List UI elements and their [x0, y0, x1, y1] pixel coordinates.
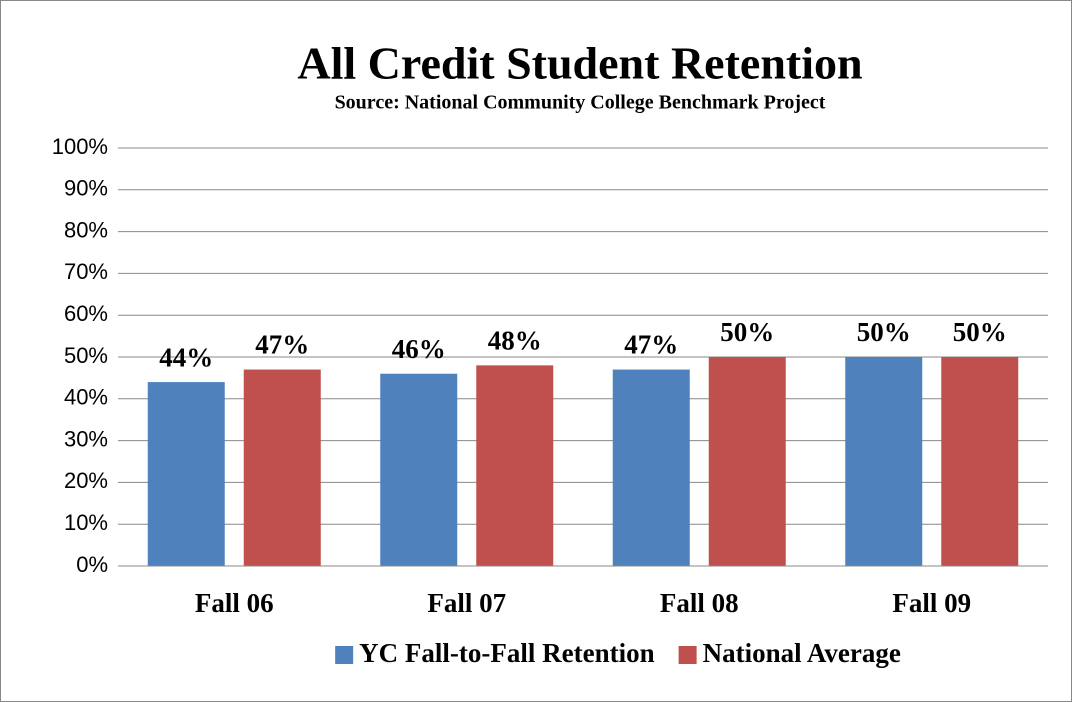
x-tick-label: Fall 06	[195, 588, 274, 618]
y-tick-label: 20%	[64, 468, 108, 493]
data-label: 46%	[392, 334, 446, 364]
bar	[941, 357, 1019, 566]
data-label: 47%	[255, 330, 309, 360]
x-tick-label: Fall 09	[892, 588, 971, 618]
data-label: 50%	[953, 317, 1007, 347]
y-tick-label: 80%	[64, 217, 108, 242]
y-tick-label: 70%	[64, 259, 108, 284]
bar	[612, 369, 690, 566]
legend-label: National Average	[703, 638, 901, 668]
bar	[476, 365, 554, 566]
data-label: 48%	[488, 326, 542, 356]
data-label: 47%	[624, 330, 678, 360]
data-label: 44%	[159, 342, 213, 372]
y-tick-label: 30%	[64, 426, 108, 451]
x-tick-label: Fall 07	[427, 588, 506, 618]
bar	[380, 373, 458, 566]
bar	[147, 382, 225, 566]
x-tick-label: Fall 08	[660, 588, 739, 618]
y-tick-label: 40%	[64, 385, 108, 410]
legend-swatch	[335, 646, 354, 664]
y-tick-label: 0%	[76, 552, 108, 577]
data-label: 50%	[720, 317, 774, 347]
bar	[708, 357, 786, 566]
y-tick-label: 10%	[64, 510, 108, 535]
legend-swatch	[678, 646, 697, 664]
chart-subtitle: Source: National Community College Bench…	[335, 92, 826, 114]
data-label: 50%	[857, 317, 911, 347]
chart-title: All Credit Student Retention	[297, 38, 862, 89]
bar	[845, 357, 923, 566]
legend-label: YC Fall-to-Fall Retention	[359, 638, 654, 668]
bar	[243, 369, 321, 566]
y-tick-label: 90%	[64, 176, 108, 201]
y-tick-label: 60%	[64, 301, 108, 326]
y-tick-label: 50%	[64, 343, 108, 368]
y-tick-label: 100%	[52, 134, 108, 159]
